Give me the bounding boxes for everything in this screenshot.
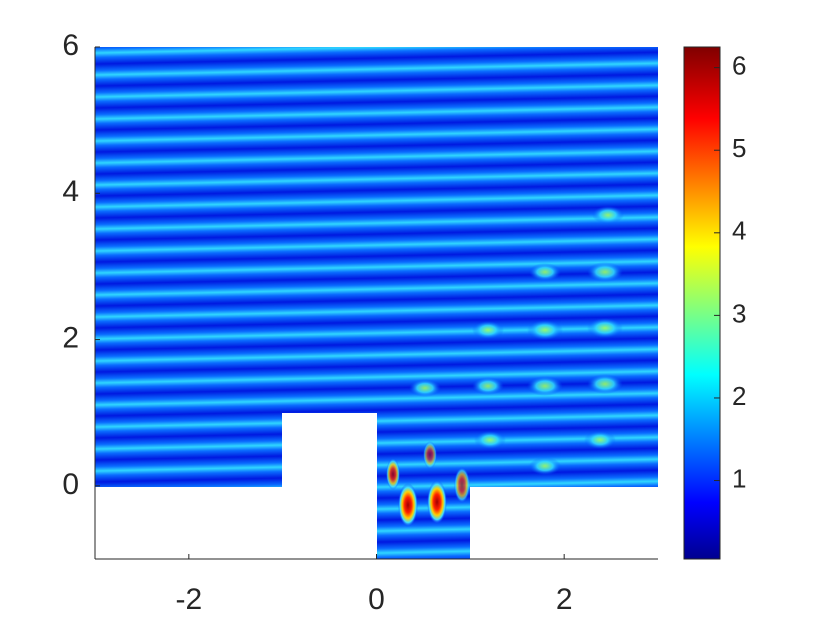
colorbar-tick-label: 4 (732, 216, 746, 246)
colorbar-tick-label: 2 (732, 381, 746, 411)
colorbar-tick-label: 5 (732, 133, 746, 163)
colorbar-tick-label: 6 (732, 51, 746, 81)
colorbar (683, 46, 721, 560)
colorbar-tick-label: 3 (732, 298, 746, 328)
heat-field (95, 47, 658, 559)
x-tick-label: 2 (556, 583, 573, 616)
y-tick-label: 6 (62, 29, 79, 62)
y-tick-label: 4 (62, 175, 79, 208)
x-tick-label: -2 (175, 583, 202, 616)
y-tick-label: 2 (62, 321, 79, 354)
y-tick-label: 0 (62, 468, 79, 501)
x-tick-label: 0 (368, 583, 385, 616)
colorbar-tick-label: 1 (732, 463, 746, 493)
